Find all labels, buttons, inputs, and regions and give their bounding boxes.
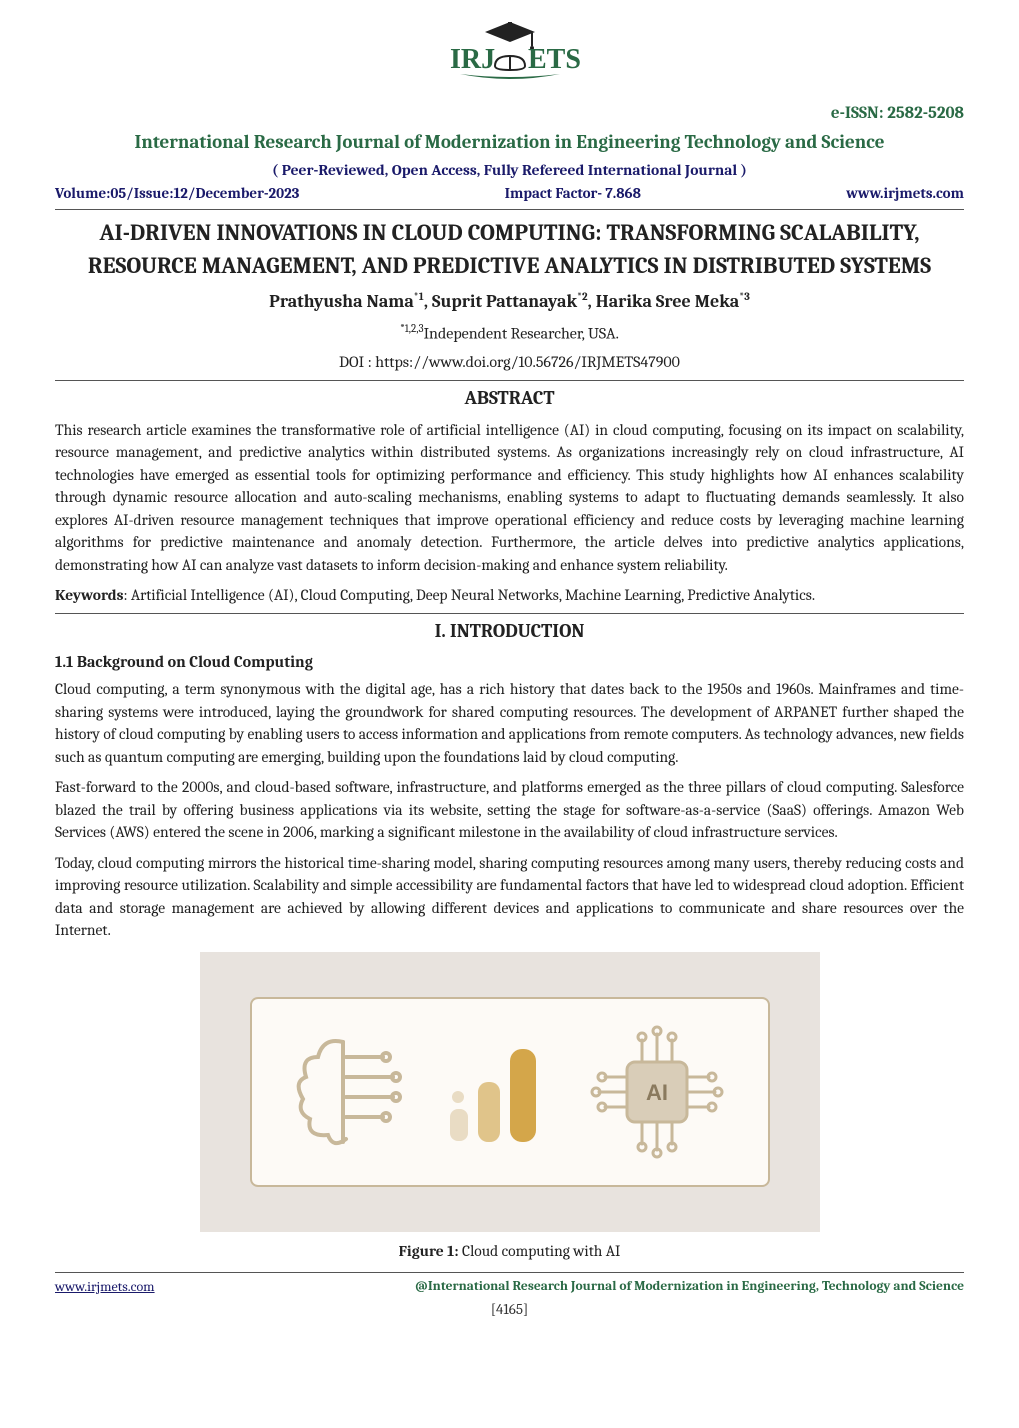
journal-title: International Research Journal of Modern… xyxy=(55,129,964,157)
author-1-sup: *1 xyxy=(414,290,424,303)
ai-chip-icon: AI xyxy=(582,1022,732,1162)
impact-factor: Impact Factor- 7.868 xyxy=(505,183,641,205)
para-3: Today, cloud computing mirrors the histo… xyxy=(55,852,964,942)
keywords: Keywords: Artificial Intelligence (AI), … xyxy=(55,584,964,613)
para-1: Cloud computing, a term synonymous with … xyxy=(55,678,964,768)
svg-text:ETS: ETS xyxy=(528,44,581,75)
author-2: Suprit Pattanayak xyxy=(432,291,577,312)
figure-1-caption: Figure 1: Cloud computing with AI xyxy=(55,1240,964,1262)
abstract-heading: ABSTRACT xyxy=(55,385,964,413)
abstract-text: This research article examines the trans… xyxy=(55,419,964,576)
eissn: e-ISSN: 2582-5208 xyxy=(55,102,964,127)
figure-1-caption-label: Figure 1: xyxy=(399,1242,459,1260)
ai-chip-label: AI xyxy=(646,1080,668,1105)
affil-sup: *1,2,3 xyxy=(400,322,423,335)
volume-issue: Volume:05/Issue:12/December-2023 xyxy=(55,183,299,205)
figure-1: AI xyxy=(200,952,820,1232)
footer: www.irjmets.com @International Research … xyxy=(55,1272,964,1297)
section-1-heading: I. INTRODUCTION xyxy=(55,618,964,646)
page-number: [4165] xyxy=(55,1299,964,1321)
journal-logo: IRJ ETS xyxy=(55,20,964,96)
figure-1-inner: AI xyxy=(250,997,770,1187)
figure-1-caption-text: Cloud computing with AI xyxy=(459,1242,621,1260)
doi-line: DOI : https://www.doi.org/10.56726/IRJME… xyxy=(55,351,964,381)
author-1: Prathyusha Nama xyxy=(269,291,414,312)
author-2-sup: *2 xyxy=(577,290,588,303)
svg-text:IRJ: IRJ xyxy=(450,44,495,75)
journal-subtitle: ( Peer-Reviewed, Open Access, Fully Refe… xyxy=(55,159,964,181)
keywords-text: : Artificial Intelligence (AI), Cloud Co… xyxy=(123,586,815,604)
affiliation: *1,2,3Independent Researcher, USA. xyxy=(55,321,964,346)
footer-website[interactable]: www.irjmets.com xyxy=(55,1277,155,1297)
para-2: Fast-forward to the 2000s, and cloud-bas… xyxy=(55,776,964,843)
footer-copyright: @International Research Journal of Moder… xyxy=(155,1277,964,1297)
header-website: www.irjmets.com xyxy=(846,183,964,205)
doi-link[interactable]: https://www.doi.org/10.56726/IRJMETS4790… xyxy=(375,353,680,371)
barchart-icon xyxy=(440,1027,550,1157)
authors: Prathyusha Nama*1, Suprit Pattanayak*2, … xyxy=(55,289,964,315)
brain-icon xyxy=(288,1027,408,1157)
subsection-1-1: 1.1 Background on Cloud Computing xyxy=(55,651,964,674)
keywords-label: Keywords xyxy=(55,586,123,604)
author-3: Harika Sree Meka xyxy=(596,291,739,312)
author-3-sup: *3 xyxy=(739,290,750,303)
paper-title: AI-DRIVEN INNOVATIONS IN CLOUD COMPUTING… xyxy=(55,216,964,283)
affil-text: Independent Researcher, USA. xyxy=(424,324,619,342)
doi-label: DOI : xyxy=(339,353,375,371)
meta-line: Volume:05/Issue:12/December-2023 Impact … xyxy=(55,183,964,210)
